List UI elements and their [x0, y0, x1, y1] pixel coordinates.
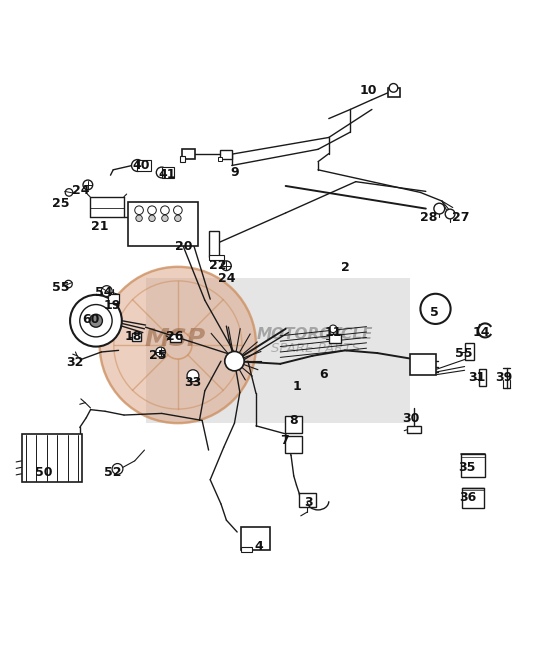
- Circle shape: [112, 463, 123, 474]
- FancyBboxPatch shape: [241, 527, 270, 550]
- Text: 31: 31: [468, 371, 486, 384]
- Circle shape: [83, 180, 93, 190]
- Circle shape: [80, 304, 112, 337]
- Text: 9: 9: [230, 166, 239, 179]
- Text: 3: 3: [304, 497, 313, 509]
- Text: 21: 21: [91, 220, 108, 233]
- Text: 24: 24: [72, 184, 89, 197]
- FancyBboxPatch shape: [180, 156, 185, 162]
- Text: 30: 30: [403, 412, 420, 426]
- Text: 33: 33: [184, 376, 202, 389]
- FancyBboxPatch shape: [329, 333, 341, 343]
- Circle shape: [65, 280, 72, 288]
- Circle shape: [225, 351, 244, 371]
- Circle shape: [222, 261, 231, 271]
- FancyBboxPatch shape: [285, 436, 302, 453]
- Text: 55: 55: [455, 347, 472, 359]
- FancyBboxPatch shape: [462, 488, 484, 509]
- Text: 20: 20: [175, 240, 192, 253]
- Circle shape: [389, 84, 398, 92]
- Circle shape: [132, 160, 143, 172]
- Circle shape: [161, 206, 169, 215]
- FancyBboxPatch shape: [218, 157, 222, 161]
- Circle shape: [70, 295, 122, 347]
- FancyBboxPatch shape: [162, 167, 174, 178]
- Text: 22: 22: [209, 259, 226, 272]
- FancyBboxPatch shape: [241, 547, 252, 552]
- Circle shape: [162, 215, 168, 221]
- FancyBboxPatch shape: [465, 343, 474, 359]
- Text: 54: 54: [95, 286, 113, 299]
- Text: 4: 4: [254, 540, 263, 552]
- Text: MOTORCYCLE: MOTORCYCLE: [257, 327, 374, 341]
- Text: 39: 39: [495, 371, 513, 384]
- Circle shape: [175, 215, 181, 221]
- Circle shape: [156, 347, 165, 357]
- Text: 18: 18: [125, 330, 142, 343]
- Text: 32: 32: [66, 356, 83, 369]
- FancyBboxPatch shape: [388, 88, 400, 97]
- FancyBboxPatch shape: [137, 160, 151, 172]
- Text: 35: 35: [459, 461, 476, 474]
- Circle shape: [156, 167, 167, 178]
- FancyBboxPatch shape: [146, 278, 410, 423]
- FancyBboxPatch shape: [209, 255, 224, 261]
- Text: 2: 2: [341, 261, 349, 274]
- Text: 7: 7: [280, 434, 288, 447]
- Circle shape: [101, 286, 112, 296]
- Circle shape: [65, 189, 73, 196]
- Text: MSP: MSP: [144, 326, 206, 351]
- FancyBboxPatch shape: [108, 294, 119, 303]
- FancyBboxPatch shape: [220, 151, 232, 159]
- FancyBboxPatch shape: [407, 426, 421, 433]
- Text: 8: 8: [289, 414, 298, 427]
- Text: 28: 28: [420, 211, 437, 223]
- Text: 25: 25: [52, 197, 69, 210]
- Circle shape: [135, 206, 143, 215]
- Circle shape: [100, 267, 256, 423]
- FancyBboxPatch shape: [170, 333, 181, 342]
- Text: 11: 11: [324, 326, 342, 339]
- Text: 52: 52: [105, 466, 122, 479]
- Text: 5: 5: [430, 306, 438, 319]
- FancyBboxPatch shape: [209, 231, 219, 257]
- Text: 10: 10: [360, 84, 377, 97]
- Text: 19: 19: [103, 299, 121, 312]
- Circle shape: [149, 215, 155, 221]
- Circle shape: [174, 206, 182, 215]
- Text: 40: 40: [133, 159, 150, 172]
- Text: 36: 36: [459, 491, 476, 504]
- Text: 50: 50: [36, 466, 53, 479]
- FancyBboxPatch shape: [285, 416, 302, 433]
- Text: 41: 41: [158, 168, 176, 180]
- Circle shape: [445, 209, 455, 219]
- FancyBboxPatch shape: [128, 202, 198, 247]
- Text: SPARE PARTS: SPARE PARTS: [271, 342, 360, 355]
- Circle shape: [89, 314, 102, 327]
- FancyBboxPatch shape: [479, 369, 486, 387]
- Circle shape: [329, 325, 337, 333]
- Circle shape: [136, 215, 142, 221]
- Text: 6: 6: [319, 368, 328, 381]
- FancyBboxPatch shape: [22, 434, 82, 483]
- Text: 25: 25: [149, 349, 166, 362]
- Circle shape: [148, 206, 156, 215]
- Text: 60: 60: [82, 313, 99, 326]
- Text: 14: 14: [473, 326, 490, 339]
- Text: 27: 27: [452, 211, 469, 223]
- Text: 1: 1: [292, 380, 301, 393]
- Text: 24: 24: [218, 272, 235, 285]
- Circle shape: [420, 294, 451, 324]
- Text: 55: 55: [52, 281, 69, 294]
- FancyBboxPatch shape: [299, 493, 316, 507]
- FancyBboxPatch shape: [410, 354, 436, 375]
- Text: 26: 26: [167, 330, 184, 343]
- FancyBboxPatch shape: [132, 333, 141, 341]
- Circle shape: [187, 370, 199, 382]
- Circle shape: [434, 204, 445, 214]
- FancyBboxPatch shape: [461, 454, 485, 477]
- FancyBboxPatch shape: [182, 149, 195, 159]
